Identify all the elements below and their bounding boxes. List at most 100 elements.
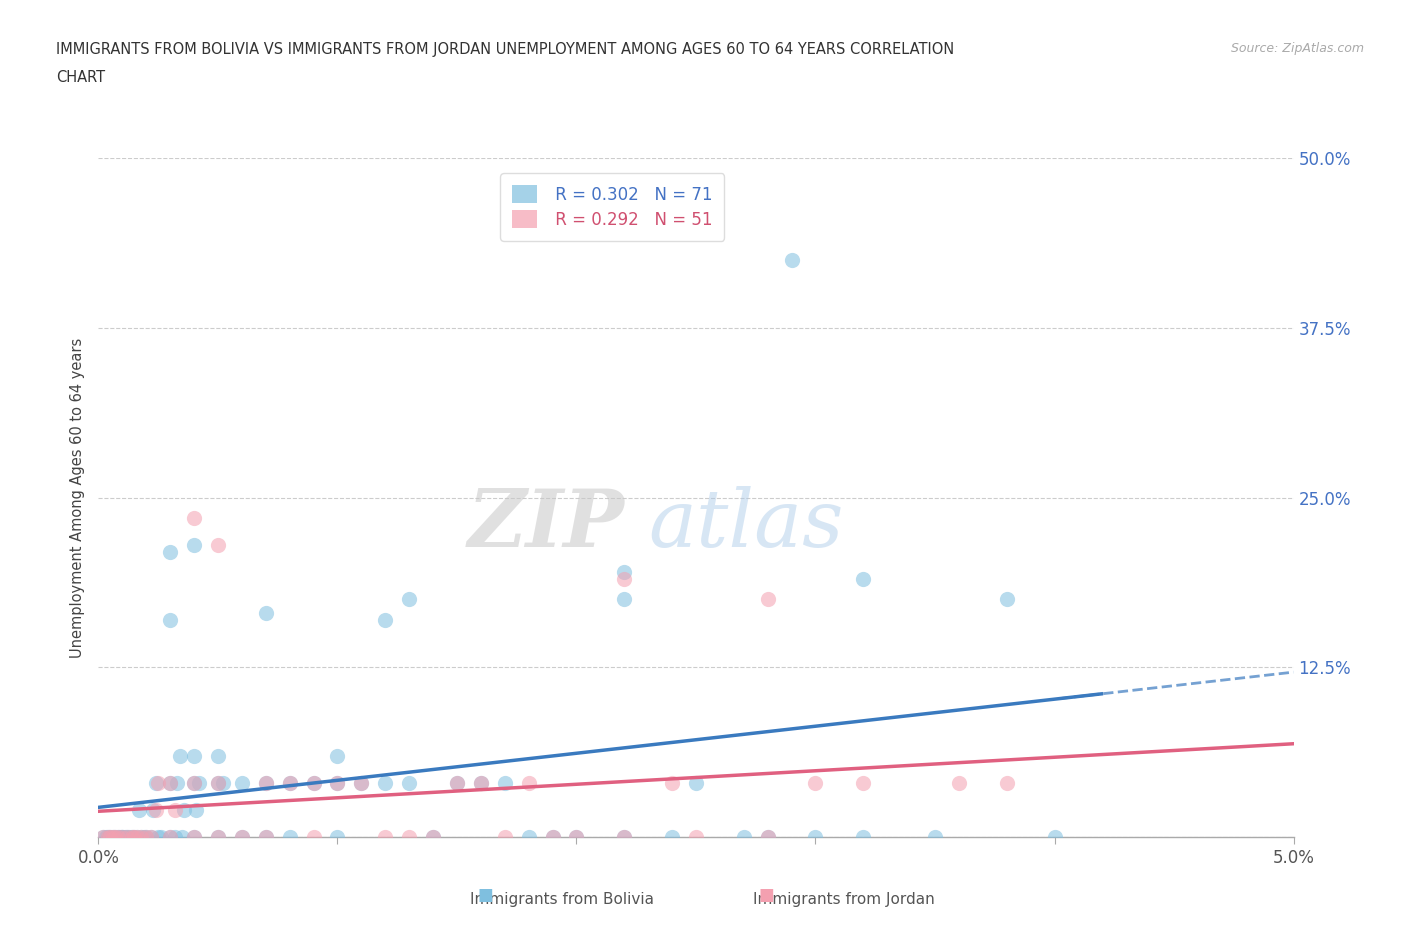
Point [254,776,277,790]
Point [107,830,129,844]
Point [148,776,170,790]
Point [107,830,129,844]
Point [139,830,162,844]
Point [132,830,155,844]
Point [780,253,803,268]
Point [231,830,253,844]
Point [852,830,875,844]
Point [374,776,396,790]
Point [121,830,143,844]
Point [211,776,233,790]
Point [91,830,114,844]
Point [173,803,195,817]
Point [100,830,122,844]
Point [326,776,349,790]
Point [398,592,420,607]
Point [118,830,141,844]
Legend:  R = 0.302   N = 71,  R = 0.292   N = 51: R = 0.302 N = 71, R = 0.292 N = 51 [501,173,724,241]
Point [125,830,148,844]
Point [756,830,779,844]
Point [207,776,229,790]
Point [91,830,114,844]
Point [108,830,131,844]
Point [613,830,636,844]
Point [183,830,205,844]
Point [302,776,325,790]
Point [111,830,134,844]
Point [145,776,167,790]
Point [661,830,683,844]
Point [1043,830,1066,844]
Point [159,776,181,790]
Point [278,776,301,790]
Point [446,776,468,790]
Point [207,830,229,844]
Point [733,830,755,844]
Text: ZIP: ZIP [467,486,624,564]
Point [101,830,124,844]
Point [231,776,253,790]
Point [183,748,205,763]
Text: Immigrants from Jordan: Immigrants from Jordan [752,892,935,907]
Point [494,830,516,844]
Point [159,544,181,559]
Point [111,830,134,844]
Point [541,830,564,844]
Point [661,776,683,790]
Text: ■: ■ [758,886,775,904]
Point [100,830,122,844]
Point [187,776,209,790]
Point [145,803,167,817]
Point [159,830,181,844]
Point [422,830,444,844]
Point [124,830,146,844]
Point [685,776,707,790]
Point [183,538,205,552]
Point [756,830,779,844]
Point [326,776,349,790]
Point [326,830,349,844]
Point [183,776,205,790]
Point [804,830,827,844]
Point [278,776,301,790]
Point [398,830,420,844]
Point [114,830,136,844]
Point [756,592,779,607]
Point [517,776,540,790]
Point [613,830,636,844]
Text: IMMIGRANTS FROM BOLIVIA VS IMMIGRANTS FROM JORDAN UNEMPLOYMENT AMONG AGES 60 TO : IMMIGRANTS FROM BOLIVIA VS IMMIGRANTS FR… [56,42,955,57]
Point [166,776,188,790]
Point [852,776,875,790]
Point [995,776,1018,790]
Point [565,830,588,844]
Point [613,565,636,579]
Point [186,803,208,817]
Point [948,776,970,790]
Point [565,830,588,844]
Point [104,830,127,844]
Point [207,830,229,844]
Point [159,612,181,627]
Point [207,748,229,763]
Point [111,830,134,844]
Point [254,830,277,844]
Point [124,830,146,844]
Point [470,776,492,790]
Point [97,830,120,844]
Point [169,748,191,763]
Point [183,776,205,790]
Point [207,776,229,790]
Point [350,776,373,790]
Point [302,830,325,844]
Point [115,830,138,844]
Point [104,830,127,844]
Point [398,776,420,790]
Point [278,830,301,844]
Point [135,830,157,844]
Point [139,830,162,844]
Text: Source: ZipAtlas.com: Source: ZipAtlas.com [1230,42,1364,55]
Point [374,612,396,627]
Point [541,830,564,844]
Point [804,776,827,790]
Point [121,830,143,844]
